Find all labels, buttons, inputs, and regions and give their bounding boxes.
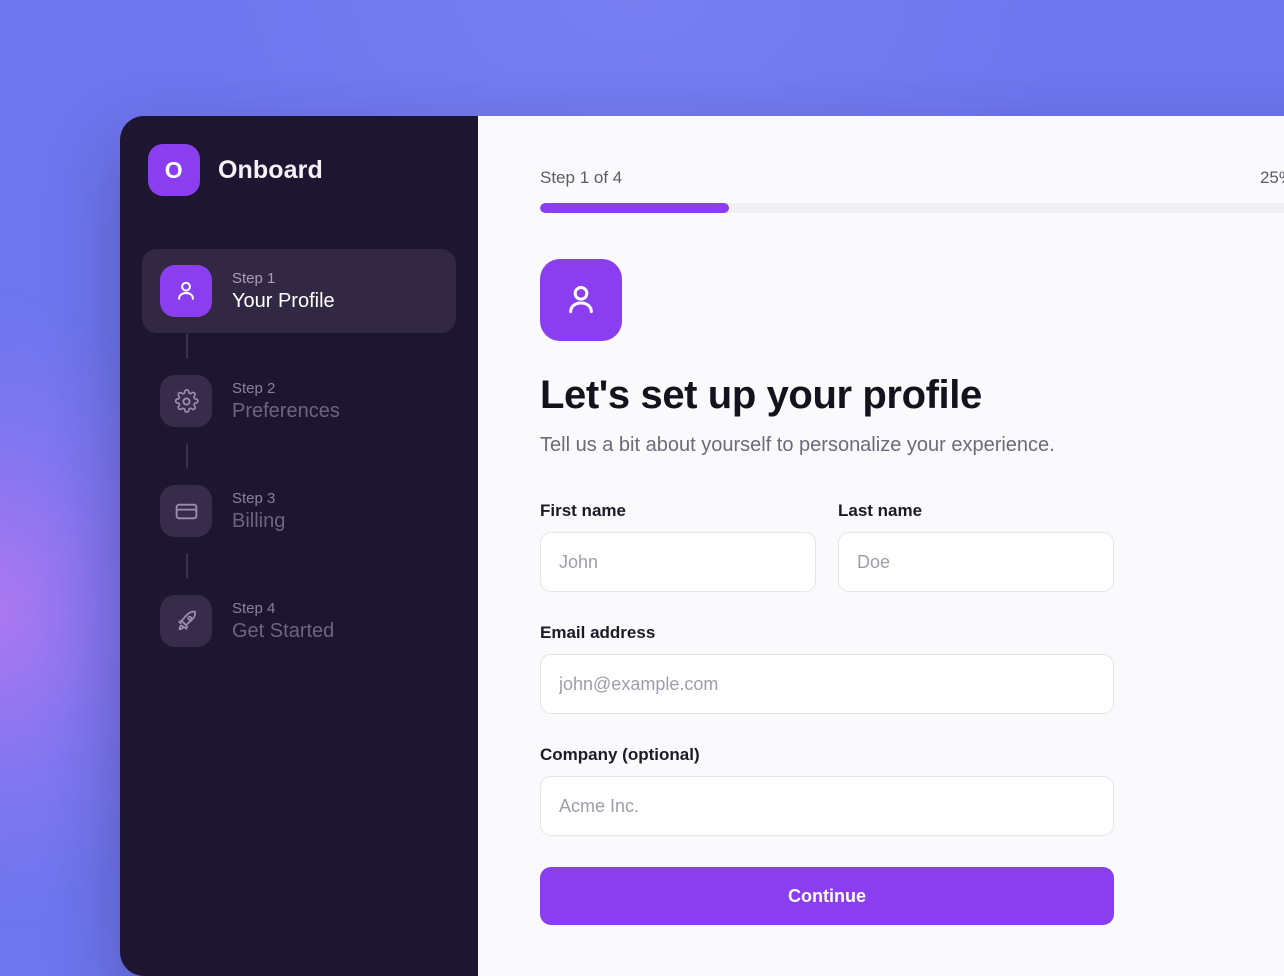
last-name-label: Last name <box>838 501 923 520</box>
continue-button[interactable]: Continue <box>540 867 1114 925</box>
step-title: Preferences <box>232 400 340 422</box>
company-label: Company (optional) <box>540 745 700 764</box>
step-title: Billing <box>232 510 286 532</box>
first-name-label: First name <box>540 501 626 520</box>
brand-logo-icon: O <box>148 144 200 196</box>
progress-bar-fill <box>540 203 729 213</box>
sidebar-item-preferences[interactable]: Step 2 Preferences <box>142 359 456 443</box>
user-icon <box>540 259 622 341</box>
step-connector <box>186 553 188 579</box>
profile-form: First name Last name Email address Compa… <box>540 501 1284 925</box>
sidebar-item-billing[interactable]: Step 3 Billing <box>142 469 456 553</box>
step-kicker: Step 1 <box>232 270 276 287</box>
step-connector <box>186 333 188 359</box>
page-title: Let's set up your profile <box>540 373 982 417</box>
rocket-icon <box>160 595 212 647</box>
credit-card-icon <box>160 485 212 537</box>
email-input[interactable] <box>540 654 1114 714</box>
content-panel: Step 1 of 4 25% Let's set up your profil… <box>478 116 1284 976</box>
last-name-field: Last name <box>838 501 1114 592</box>
step-title: Your Profile <box>232 290 335 312</box>
step-kicker: Step 2 <box>232 380 276 397</box>
step-connector <box>186 443 188 469</box>
sidebar: O Onboard Step 1 Your Profile <box>120 116 478 976</box>
brand: O Onboard <box>120 116 478 196</box>
sidebar-item-get-started[interactable]: Step 4 Get Started <box>142 579 456 663</box>
step-title: Get Started <box>232 620 335 642</box>
step-kicker: Step 4 <box>232 600 276 617</box>
first-name-input[interactable] <box>540 532 816 592</box>
user-icon <box>160 265 212 317</box>
page-subtitle: Tell us a bit about yourself to personal… <box>540 434 1055 456</box>
sidebar-item-your-profile[interactable]: Step 1 Your Profile <box>142 249 456 333</box>
gear-icon <box>160 375 212 427</box>
company-field: Company (optional) <box>540 745 1114 836</box>
step-counter: Step 1 of 4 <box>540 168 623 187</box>
last-name-input[interactable] <box>838 532 1114 592</box>
brand-name: Onboard <box>218 155 323 184</box>
progress-percent: 25% <box>1259 168 1284 187</box>
email-field: Email address <box>540 623 1114 714</box>
email-label: Email address <box>540 623 656 642</box>
company-input[interactable] <box>540 776 1114 836</box>
step-kicker: Step 3 <box>232 490 276 507</box>
step-list: Step 1 Your Profile Step 2 Preferences <box>120 249 478 663</box>
progress-bar <box>540 203 1284 213</box>
progress-row: Step 1 of 4 25% <box>540 168 1284 188</box>
app-card: O Onboard Step 1 Your Profile <box>120 116 1284 976</box>
name-row: First name Last name <box>540 501 1284 623</box>
first-name-field: First name <box>540 501 816 592</box>
